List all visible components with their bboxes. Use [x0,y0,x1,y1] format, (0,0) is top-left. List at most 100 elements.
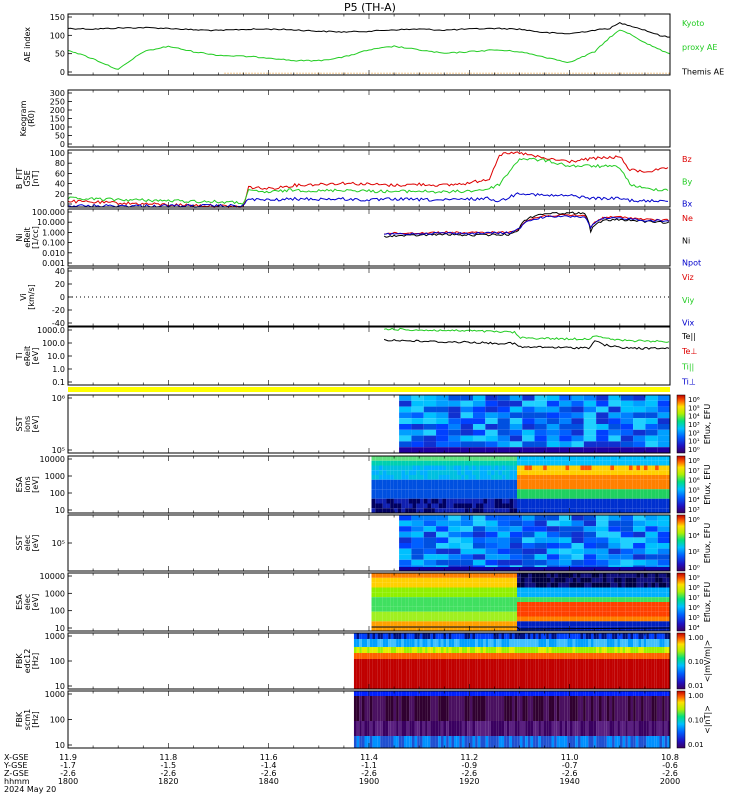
esa-e-cell [632,577,637,583]
esa-i-cell [483,460,488,466]
esa-e-cell [475,587,480,593]
esa-e-cell [561,582,566,588]
fbk-b-cell [504,721,507,736]
fbk-b-cell [396,691,399,696]
esa-e-cell [502,626,506,631]
esa-e-cell [632,602,637,607]
fbk-e-cell [504,653,507,659]
fbk-b-cell [388,691,391,696]
esa-i-cell [371,494,376,499]
esa-i-cell [625,494,629,499]
fbk-e-cell [483,659,486,689]
esa-e-cell [434,573,439,578]
esa-e-cell [625,592,629,598]
fbk-b-cell [469,696,473,721]
fbk-e-cell [353,659,357,689]
esa-i-cell [487,508,491,513]
esa-e-cell [599,577,603,583]
esa-e-cell [643,587,648,593]
sst_e-cell [485,559,498,566]
sst_e-cell [472,543,486,549]
esa-e-cell [520,573,525,578]
esa-i-cell [599,494,603,499]
fbk-b-cell [422,691,426,696]
esa-e-cell [576,621,581,627]
esa-e-cell [468,626,473,631]
sst_e-cell [645,520,658,527]
esa-i-cell [602,484,607,490]
esa-e-cell [378,582,383,588]
esa-e-cell [505,592,510,598]
fbk-b-cell [556,736,560,748]
ae-legend-2: Themis AE [681,67,724,76]
fbk-b-cell [483,696,486,721]
esa-e-cell [472,616,476,622]
bfield-tick-label: 40 [55,180,65,189]
esa-i-cell [595,470,600,475]
fbk-b-cell [504,696,507,721]
fbk-e-cell [369,653,373,659]
sst_e-cell [534,520,547,527]
fbk-e-cell [580,647,584,653]
esa-i-cell [517,475,521,480]
fbk-b-cell [535,721,539,736]
esa-i-cell [576,465,581,471]
fbk-e-cell [659,633,663,639]
esa-e-cell [651,587,656,593]
fbk-e-cell [393,659,397,689]
sst_e-cell [596,515,609,521]
esa-i-cell [390,465,394,471]
sst_e-cell [645,531,658,538]
fbk-b-cell [393,691,397,696]
sst_i-cbar-tick: 10⁵ [688,404,700,412]
esa-i-cell [647,475,652,480]
esa-i-cell [584,456,588,461]
esa-e-cell [464,626,469,631]
esa-i-cell [651,460,656,466]
esa-i-cell [610,456,615,461]
esa-i-cell [502,456,506,461]
esa-i-cell [561,479,566,485]
esa-i-cell [457,465,462,471]
sst_e-cell [485,515,498,521]
esa-e-cell [647,616,652,622]
esa-i-cell [528,460,532,466]
esa-e-cell [625,611,629,617]
esa-e-cell [565,592,570,598]
fbk-e-cell [614,653,618,659]
esa-e-cell [431,606,435,612]
esa-e-cell [446,577,450,583]
esa-e-cell [528,616,532,622]
esa-i-cell [565,494,570,499]
fbk-e-cell [427,633,431,639]
fbk-e-cell [398,639,402,647]
esa-e-cell [420,606,424,612]
esa-i-cell [423,475,428,480]
sst_e-cell [423,548,437,555]
fbk-e-cell [630,639,634,647]
fbk-e-cell [522,633,526,639]
esa-e-cell [524,597,529,602]
sst_i-cell [559,429,572,436]
fbk-b-cell [509,736,512,748]
esa-i-cell [420,503,424,509]
fbk-e-cell [480,653,484,659]
sst_e-cell [559,515,572,521]
esa-e-cell [405,616,409,622]
fbk-b-cell [530,736,534,748]
fbk-b-cell [606,691,610,696]
esa-i-cell [397,479,402,485]
esa-i-cell [599,460,603,466]
esa-i-cell [640,489,644,494]
fbk-e-cell [572,647,576,653]
esa-i-cell [427,494,432,499]
esa-i-cell [610,479,615,485]
fbk-b-cell [493,736,497,748]
esa-i-cell [438,460,443,466]
esa-i-cell [580,489,585,494]
fbk-e-cell [662,633,665,639]
fbk-e-cell [422,633,426,639]
fbk-b-cell [577,691,581,696]
fbk-e-cell [538,653,541,659]
